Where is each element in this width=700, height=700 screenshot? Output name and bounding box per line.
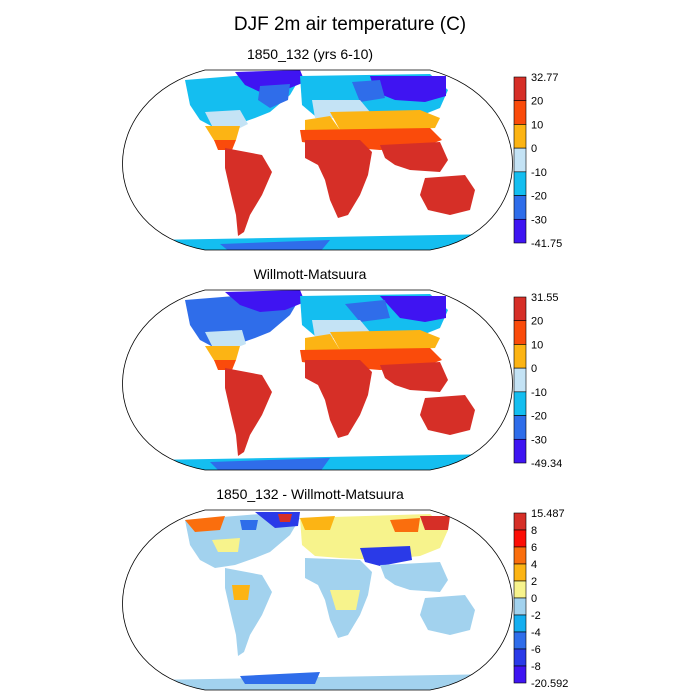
colorbar-swatch xyxy=(513,76,527,102)
colorbar-swatch xyxy=(513,546,527,565)
colorbar-tick-label: -6 xyxy=(531,644,541,656)
colorbar-swatch xyxy=(513,512,527,531)
figure-title: DJF 2m air temperature (C) xyxy=(233,14,467,35)
colorbar-swatch xyxy=(513,563,527,582)
colorbar-tick-label: 20 xyxy=(531,316,543,328)
colorbar-tick-label: 0 xyxy=(531,363,537,375)
map-panel-3 xyxy=(122,509,513,691)
colorbar-tick-label: 10 xyxy=(531,339,543,351)
colorbar-tick-label: 32.77 xyxy=(531,72,559,84)
colorbar-swatch xyxy=(513,648,527,667)
colorbar-tick-label: -41.75 xyxy=(531,238,562,250)
colorbar-tick-label: 2 xyxy=(531,576,537,588)
panel-2-land-fill xyxy=(150,290,513,470)
colorbar-tick-label: 6 xyxy=(531,542,537,554)
colorbar-tick-label: -4 xyxy=(531,627,541,639)
colorbar-swatch xyxy=(513,320,527,345)
colorbar-swatch xyxy=(513,415,527,440)
colorbar-tick-label: 15.487 xyxy=(531,508,565,520)
panel-1-subtitle: 1850_132 (yrs 6-10) xyxy=(246,46,374,62)
colorbar-tick-label: 0 xyxy=(531,593,537,605)
colorbar-swatch xyxy=(513,147,527,173)
panel-1-land-fill xyxy=(150,70,513,250)
colorbar-swatch xyxy=(513,631,527,650)
panel-2-map-border xyxy=(122,289,513,471)
panel-3-colorbar: 15.487 8 6 4 2 0 -2 -4 -6 -8 -20.592 xyxy=(513,508,568,690)
colorbar-tick-label: -30 xyxy=(531,434,547,446)
colorbar-tick-label: 20 xyxy=(531,96,543,108)
colorbar-tick-label: 8 xyxy=(531,525,537,537)
colorbar-swatch xyxy=(513,218,527,244)
panel-3-land-fill xyxy=(150,512,513,690)
panel-3-map-border xyxy=(122,509,513,691)
colorbar-tick-label: -10 xyxy=(531,167,547,179)
panel-2-subtitle: Willmott-Matsuura xyxy=(253,266,367,282)
colorbar-tick-label: 4 xyxy=(531,559,537,571)
colorbar-swatch xyxy=(513,597,527,616)
colorbar-tick-label: -10 xyxy=(531,387,547,399)
panel-3-subtitle: 1850_132 - Willmott-Matsuura xyxy=(216,486,404,502)
panel-2-colorbar: 31.55 20 10 0 -10 -20 -30 -49.34 xyxy=(513,292,562,470)
colorbar-tick-label: -49.34 xyxy=(531,458,562,470)
panel-1-colorbar: 32.77 20 10 0 -10 -20 -30 -41.75 xyxy=(513,72,562,250)
colorbar-tick-label: -8 xyxy=(531,661,541,673)
colorbar-swatch xyxy=(513,391,527,416)
colorbar-tick-label: 0 xyxy=(531,143,537,155)
colorbar-swatch xyxy=(513,580,527,599)
colorbar-tick-label: -2 xyxy=(531,610,541,622)
colorbar-tick-label: -20 xyxy=(531,191,547,203)
colorbar-swatch xyxy=(513,614,527,633)
colorbar-swatch xyxy=(513,367,527,393)
colorbar-swatch xyxy=(513,195,527,220)
colorbar-tick-label: -30 xyxy=(531,214,547,226)
colorbar-tick-label: -20 xyxy=(531,411,547,423)
colorbar-tick-label: 10 xyxy=(531,119,543,131)
colorbar-swatch xyxy=(513,296,527,322)
colorbar-swatch xyxy=(513,438,527,464)
colorbar-tick-label: 31.55 xyxy=(531,292,559,304)
map-panel-1 xyxy=(122,69,513,251)
colorbar-tick-label: -20.592 xyxy=(531,678,568,690)
colorbar-swatch xyxy=(513,344,527,369)
colorbar-swatch xyxy=(513,665,527,684)
map-panel-2 xyxy=(122,289,513,471)
colorbar-swatch xyxy=(513,171,527,196)
colorbar-swatch xyxy=(513,124,527,149)
colorbar-swatch xyxy=(513,529,527,548)
colorbar-swatch xyxy=(513,100,527,125)
panel-1-map-border xyxy=(122,69,513,251)
